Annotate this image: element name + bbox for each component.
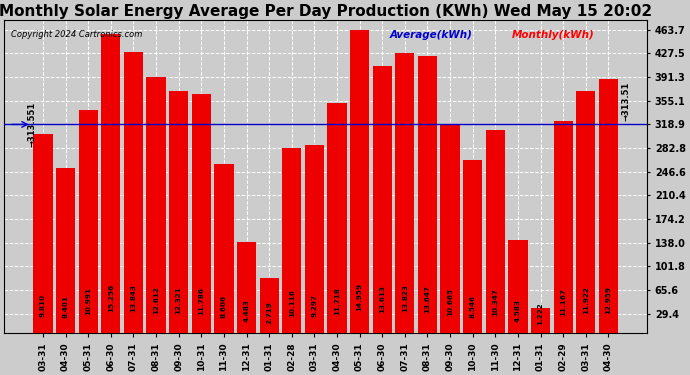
Text: →313.551: →313.551 <box>27 102 36 147</box>
Text: 11.786: 11.786 <box>198 286 204 315</box>
Bar <box>531 308 550 333</box>
Bar <box>486 130 505 333</box>
Text: →313.51: →313.51 <box>622 82 631 121</box>
Bar <box>192 94 211 333</box>
Text: 2.719: 2.719 <box>266 301 272 324</box>
Text: 13.647: 13.647 <box>424 285 431 313</box>
Bar <box>259 278 279 333</box>
Text: 9.810: 9.810 <box>40 294 46 316</box>
Text: 1.222: 1.222 <box>538 303 544 325</box>
Text: 8.401: 8.401 <box>63 296 68 318</box>
Bar <box>305 144 324 333</box>
Bar <box>599 79 618 333</box>
Bar <box>146 77 166 333</box>
Bar <box>237 242 256 333</box>
Bar <box>373 66 392 333</box>
Bar <box>327 103 346 333</box>
Text: 13.843: 13.843 <box>130 285 137 312</box>
Text: 12.959: 12.959 <box>605 286 611 314</box>
Text: 11.167: 11.167 <box>560 288 566 316</box>
Bar <box>509 240 528 333</box>
Text: 9.297: 9.297 <box>311 294 317 317</box>
Text: 4.583: 4.583 <box>515 299 521 322</box>
Bar <box>282 148 302 333</box>
Bar <box>169 91 188 333</box>
Bar <box>440 124 460 333</box>
Bar <box>101 34 121 333</box>
Text: 15.256: 15.256 <box>108 284 114 312</box>
Bar <box>418 56 437 333</box>
Text: 4.483: 4.483 <box>244 299 250 322</box>
Bar <box>56 168 75 333</box>
Text: 10.347: 10.347 <box>492 289 498 316</box>
Bar <box>463 160 482 333</box>
Bar <box>33 134 52 333</box>
Text: 11.718: 11.718 <box>334 287 340 315</box>
Title: Monthly Solar Energy Average Per Day Production (KWh) Wed May 15 20:02: Monthly Solar Energy Average Per Day Pro… <box>0 4 652 19</box>
Bar <box>350 30 369 333</box>
Text: Monthly(kWh): Monthly(kWh) <box>512 30 595 40</box>
Text: 12.321: 12.321 <box>176 286 181 314</box>
Bar <box>124 52 143 333</box>
Text: Copyright 2024 Cartronics.com: Copyright 2024 Cartronics.com <box>10 30 142 39</box>
Bar <box>553 121 573 333</box>
Text: 13.613: 13.613 <box>380 285 385 313</box>
Bar <box>395 53 415 333</box>
Text: 12.612: 12.612 <box>153 286 159 314</box>
Text: 8.546: 8.546 <box>470 295 475 318</box>
Text: 13.823: 13.823 <box>402 285 408 312</box>
Text: 10.665: 10.665 <box>447 288 453 316</box>
Text: 10.116: 10.116 <box>288 290 295 317</box>
Text: 11.922: 11.922 <box>583 286 589 314</box>
Text: 10.991: 10.991 <box>86 287 91 315</box>
Bar <box>79 110 98 333</box>
Text: 8.606: 8.606 <box>221 295 227 318</box>
Bar <box>576 91 595 333</box>
Text: Average(kWh): Average(kWh) <box>390 30 473 40</box>
Bar <box>215 164 233 333</box>
Text: 14.959: 14.959 <box>357 283 363 311</box>
